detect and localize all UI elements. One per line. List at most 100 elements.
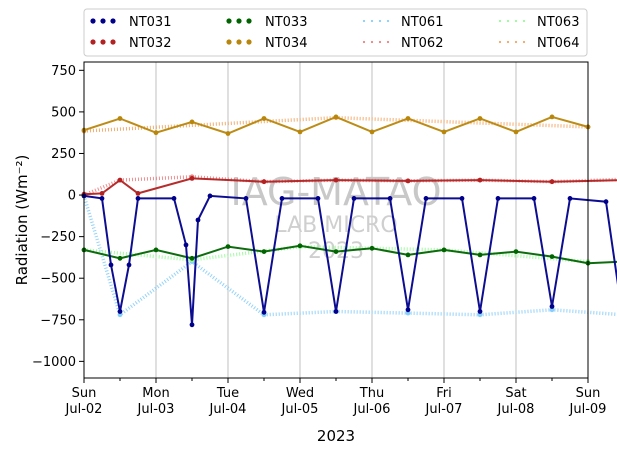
data-point xyxy=(567,196,573,201)
legend-marker xyxy=(506,19,510,23)
y-tick-label: −750 xyxy=(40,313,76,328)
data-point xyxy=(369,245,375,251)
legend-marker xyxy=(246,18,252,24)
data-point xyxy=(603,199,609,205)
data-point xyxy=(135,191,141,196)
legend-marker xyxy=(100,39,106,45)
x-tick-label: Jul-07 xyxy=(425,402,463,417)
legend-marker xyxy=(370,19,374,23)
data-point xyxy=(441,247,447,253)
legend-item-nt062: NT062 xyxy=(362,36,443,51)
data-point xyxy=(477,312,483,318)
x-tick-day: Tue xyxy=(216,386,239,401)
legend-marker xyxy=(386,40,390,44)
x-axis-label: 2023 xyxy=(317,427,355,445)
legend-marker xyxy=(236,39,242,45)
data-point xyxy=(549,254,555,259)
data-point xyxy=(297,243,303,249)
series-nt031 xyxy=(81,193,617,328)
data-point xyxy=(513,249,519,255)
watermark-subtitle: LAB MICRO xyxy=(274,213,397,238)
legend-label: NT061 xyxy=(401,15,443,30)
data-point xyxy=(261,116,267,121)
data-point xyxy=(297,129,303,135)
data-point xyxy=(135,196,141,201)
watermark: IAG-MATAO LAB MICRO 2023 xyxy=(230,170,441,264)
data-point xyxy=(153,247,159,253)
x-tick-day: Sun xyxy=(72,386,97,401)
data-point xyxy=(531,196,537,201)
y-tick-label: 500 xyxy=(51,105,76,120)
data-point xyxy=(99,196,105,201)
data-point xyxy=(549,307,555,313)
data-point xyxy=(225,131,231,136)
data-point xyxy=(117,312,123,318)
data-point xyxy=(117,309,123,314)
data-point xyxy=(441,129,447,135)
legend-label: NT064 xyxy=(537,36,579,51)
data-point xyxy=(315,196,321,201)
data-point xyxy=(333,114,339,120)
legend-item-nt034: NT034 xyxy=(226,36,307,51)
legend-marker xyxy=(110,18,116,24)
data-point xyxy=(189,176,195,181)
x-tick-label: Jul-05 xyxy=(281,402,319,417)
data-point xyxy=(126,262,132,268)
data-point xyxy=(477,116,483,121)
data-point xyxy=(279,196,285,201)
data-point xyxy=(405,178,411,184)
data-point xyxy=(243,196,249,201)
legend-marker xyxy=(370,40,374,44)
y-axis-unit: (Wm⁻²) xyxy=(13,155,31,210)
data-point xyxy=(99,191,105,196)
legend-label: NT062 xyxy=(401,36,443,51)
data-point xyxy=(261,249,267,255)
data-point xyxy=(117,255,123,261)
legend-item-nt063: NT063 xyxy=(498,15,579,30)
legend-marker xyxy=(236,18,242,24)
data-point xyxy=(261,179,267,185)
legend-marker xyxy=(90,18,96,24)
legend: NT031 NT032 NT033 NT034 NT061 NT062 NT063 NT064 xyxy=(83,8,588,57)
data-point xyxy=(333,177,339,183)
legend-marker xyxy=(506,40,510,44)
legend-item-nt064: NT064 xyxy=(498,36,579,51)
x-tick-day: Wed xyxy=(286,386,314,401)
series-line xyxy=(83,244,589,264)
y-tick-label: −1000 xyxy=(32,355,76,370)
legend-marker xyxy=(226,39,232,45)
x-tick-label: Jul-04 xyxy=(209,402,247,417)
legend-marker xyxy=(362,40,366,44)
data-point xyxy=(225,244,231,250)
series-nt034 xyxy=(81,114,591,136)
legend-marker xyxy=(226,18,232,24)
data-point xyxy=(549,179,555,185)
legend-frame xyxy=(83,8,588,57)
legend-marker xyxy=(100,18,106,24)
legend-marker xyxy=(522,19,526,23)
data-point xyxy=(405,310,411,316)
legend-label: NT033 xyxy=(265,15,307,30)
data-point xyxy=(387,196,393,201)
x-tick-label: Jul-08 xyxy=(497,402,535,417)
data-point xyxy=(495,196,501,201)
legend-marker xyxy=(498,40,502,44)
legend-item-nt033: NT033 xyxy=(226,15,307,30)
data-point xyxy=(405,307,411,313)
data-point xyxy=(333,309,339,314)
data-point xyxy=(549,114,555,120)
data-point xyxy=(261,309,267,315)
legend-marker xyxy=(522,40,526,44)
x-tick-label: Jul-09 xyxy=(569,402,607,417)
data-point xyxy=(117,116,123,121)
data-point xyxy=(477,309,483,314)
series-nt033 xyxy=(81,243,617,266)
data-point xyxy=(405,252,411,258)
legend-marker xyxy=(362,19,366,23)
data-point xyxy=(333,249,339,255)
y-tick-label: 750 xyxy=(51,64,76,79)
data-point xyxy=(405,116,411,121)
y-tick-label: −250 xyxy=(40,230,76,245)
